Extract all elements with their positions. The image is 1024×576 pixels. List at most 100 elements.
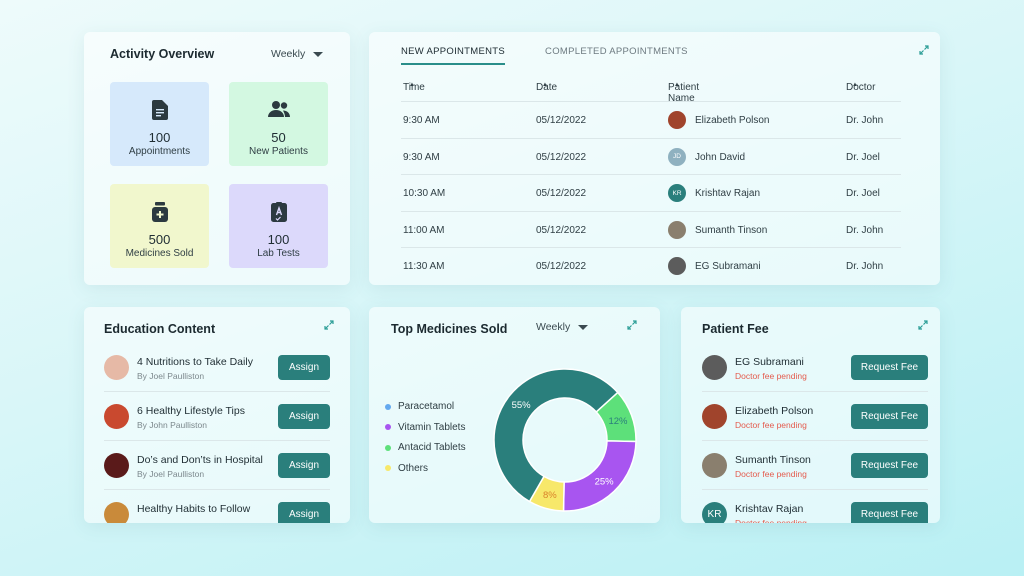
legend-entry: Antacid Tablets <box>385 442 466 453</box>
content-thumbnail <box>104 453 129 478</box>
tile-appointments[interactable]: 100 Appointments <box>110 82 209 166</box>
donut-slice-label: 25% <box>595 476 615 487</box>
patient-avatar: KR <box>668 184 686 202</box>
medicines-period-value: Weekly <box>536 321 571 333</box>
column-label: Doctor <box>846 82 876 93</box>
request-fee-button[interactable]: Request Fee <box>851 453 928 478</box>
list-item: Do’s and Don’ts in Hospital By Joel Paull… <box>104 441 330 490</box>
donut-slice-label: 8% <box>543 490 557 501</box>
tile-lab-tests-label: Lab Tests <box>257 248 300 259</box>
content-author: By Joel Paulliston <box>137 371 205 381</box>
cell-doctor: Dr. Joel <box>846 151 880 163</box>
legend-label: Antacid Tablets <box>398 442 466 453</box>
assign-button[interactable]: Assign <box>278 453 330 478</box>
request-fee-button[interactable]: Request Fee <box>851 355 928 380</box>
sort-arrow-icon: ▲ <box>409 82 415 88</box>
activity-period-value: Weekly <box>271 48 306 60</box>
donut-slice-paracetamol[interactable] <box>493 368 619 503</box>
content-thumbnail <box>104 502 129 523</box>
request-fee-button[interactable]: Request Fee <box>851 404 928 429</box>
tab-new-appointments[interactable]: NEW APPOINTMENTS <box>401 46 506 65</box>
activity-period-dropdown[interactable]: Weekly <box>271 48 324 60</box>
table-row[interactable]: 10:30 AM 05/12/2022 KR Krishtav Rajan Dr. Jo… <box>401 174 901 210</box>
cell-patient-name: Elizabeth Polson <box>695 115 770 126</box>
document-icon <box>110 100 209 122</box>
list-item: Elizabeth Polson Doctor fee pending Reques… <box>702 392 928 441</box>
column-label: Date <box>536 82 558 93</box>
chevron-down-icon <box>578 324 589 330</box>
table-row[interactable]: 11:30 AM 05/12/2022 EG Subramani Dr. John <box>401 247 901 283</box>
assign-button[interactable]: Assign <box>278 355 330 380</box>
column-label: Patient Name <box>668 82 700 104</box>
medicines-period-dropdown[interactable]: Weekly <box>536 321 589 333</box>
patient-name: EG Subramani <box>735 356 804 368</box>
cell-date: 05/12/2022 <box>536 261 587 272</box>
legend-swatch <box>385 444 391 451</box>
patient-fee-card: Patient Fee EG Subramani Doctor fee pendi… <box>681 307 940 523</box>
request-fee-button[interactable]: Request Fee <box>851 502 928 523</box>
tile-new-patients[interactable]: 50 New Patients <box>229 82 328 166</box>
cell-patient-name: Krishtav Rajan <box>695 188 761 199</box>
fee-status: Doctor fee pending <box>735 469 807 479</box>
cell-patient-name: EG Subramani <box>695 261 761 272</box>
legend-entry: Vitamin Tablets <box>385 422 465 433</box>
legend-entry: Paracetamol <box>385 401 454 412</box>
cell-doctor: Dr. Joel <box>846 188 880 199</box>
expand-icon[interactable] <box>324 320 334 330</box>
cell-time: 9:30 AM <box>403 115 440 126</box>
lab-report-icon <box>229 202 328 224</box>
cell-time: 11:30 AM <box>403 261 445 272</box>
content-title: 6 Healthy Lifestyle Tips <box>137 405 245 417</box>
cell-doctor: Dr. John <box>846 115 884 126</box>
list-item: KR Krishtav Rajan Doctor fee pending Reques… <box>702 490 928 523</box>
expand-icon[interactable] <box>627 320 637 330</box>
tile-medicines-sold[interactable]: 500 Medicines Sold <box>110 184 209 268</box>
assign-button[interactable]: Assign <box>278 404 330 429</box>
cell-time: 10:30 AM <box>403 188 446 199</box>
activity-overview-title: Activity Overview <box>110 47 215 61</box>
legend-label: Others <box>398 462 429 474</box>
medicine-bottle-icon <box>110 202 209 224</box>
fee-status: Doctor fee pending <box>735 420 807 430</box>
content-author: By John Paulliston <box>137 420 207 430</box>
cell-doctor: Dr. John <box>846 261 884 272</box>
expand-icon[interactable] <box>918 320 928 330</box>
tile-medicines-sold-value: 500 <box>148 232 171 247</box>
patient-avatar: JD <box>668 147 686 166</box>
top-medicines-card: Top Medicines Sold Weekly Paracetamol Vit… <box>369 307 660 523</box>
tile-appointments-value: 100 <box>148 130 171 145</box>
table-row[interactable]: 9:30 AM 05/12/2022 Elizabeth Polson Dr. Joh… <box>401 101 901 137</box>
appointments-tabs: NEW APPOINTMENTS COMPLETED APPOINTMENTS <box>401 46 688 65</box>
avatar <box>702 404 727 429</box>
donut-slice-label: 12% <box>608 416 628 427</box>
content-thumbnail <box>104 355 129 380</box>
legend-swatch <box>385 465 391 471</box>
table-row[interactable]: 9:30 AM 05/12/2022 JD John David Dr. Joel <box>401 137 901 174</box>
content-title: Healthy Habits to Follow <box>137 503 251 515</box>
list-item: 4 Nutritions to Take Daily By Joel Paulli… <box>104 343 330 392</box>
patient-avatar <box>668 220 686 239</box>
medicines-donut-chart: 12% 25% 8% 55% <box>493 368 637 512</box>
legend-swatch <box>385 424 391 430</box>
expand-icon[interactable] <box>919 45 929 55</box>
tab-completed-appointments[interactable]: COMPLETED APPOINTMENTS <box>545 46 688 57</box>
tile-appointments-label: Appointments <box>128 146 191 157</box>
top-medicines-title: Top Medicines Sold <box>391 322 508 336</box>
cell-date: 05/12/2022 <box>536 224 587 236</box>
cell-date: 05/12/2022 <box>536 115 587 126</box>
tile-lab-tests-value: 100 <box>267 232 290 247</box>
assign-button[interactable]: Assign <box>278 502 330 523</box>
list-item: Healthy Habits to Follow Assign <box>104 490 330 523</box>
avatar: KR <box>702 502 727 523</box>
list-item: EG Subramani Doctor fee pending Request Fe… <box>702 343 928 392</box>
table-row[interactable]: 11:00 AM 05/12/2022 Sumanth Tinson Dr. John <box>401 210 901 247</box>
legend-swatch <box>385 403 391 410</box>
tile-new-patients-label: New Patients <box>249 146 308 157</box>
content-title: Do’s and Don’ts in Hospital <box>137 454 263 466</box>
tile-lab-tests[interactable]: 100 Lab Tests <box>229 184 328 268</box>
cell-date: 05/12/2022 <box>536 151 587 163</box>
sort-arrow-icon: ▲ <box>542 82 548 88</box>
appointments-table-header: Time ▲ Date ▲ Patient Name ▲ Doctor ▲ <box>401 82 901 104</box>
patient-name: Elizabeth Polson <box>735 405 814 417</box>
cell-doctor: Dr. John <box>846 224 884 236</box>
